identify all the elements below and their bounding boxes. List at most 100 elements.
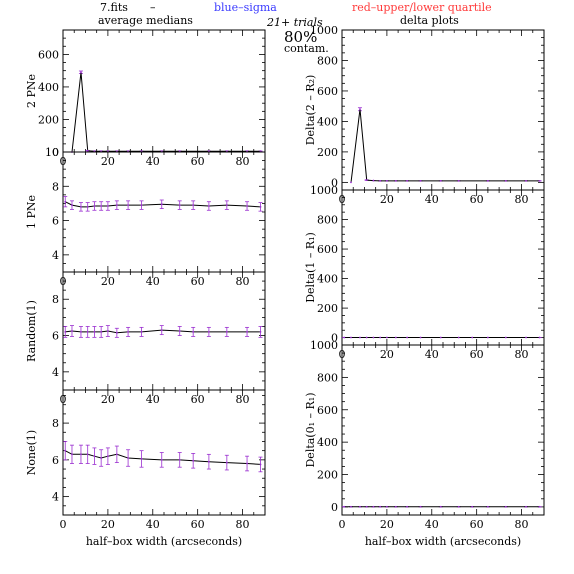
data-point bbox=[525, 179, 527, 182]
data-point bbox=[486, 179, 489, 182]
data-point bbox=[394, 505, 397, 508]
y-axis-label: 1 PNe bbox=[25, 195, 38, 229]
data-point bbox=[419, 179, 422, 182]
panel-p1pne: 0 20 40 60 80 4 6 8 10 1 PNe bbox=[25, 146, 266, 288]
x-tick-label: 40 bbox=[146, 155, 160, 168]
y-tick-label: 10 bbox=[45, 146, 59, 159]
contam-percent: 80% bbox=[284, 28, 317, 46]
data-point bbox=[259, 463, 262, 466]
data-point bbox=[93, 205, 96, 207]
data-point bbox=[406, 505, 408, 508]
data-point bbox=[178, 330, 181, 332]
x-tick-label: 60 bbox=[470, 348, 484, 361]
data-point bbox=[71, 453, 73, 456]
data-point bbox=[394, 336, 397, 339]
x-tick-label: 60 bbox=[191, 275, 205, 288]
blue-sigma-label: blue–sigma bbox=[214, 1, 277, 14]
y-tick-label: 6 bbox=[52, 454, 59, 467]
data-point bbox=[100, 457, 103, 459]
data-point bbox=[80, 331, 82, 333]
data-point bbox=[106, 330, 109, 332]
data-point bbox=[160, 329, 163, 331]
y-tick-label: 8 bbox=[52, 293, 59, 306]
x-tick-label: 80 bbox=[236, 393, 250, 406]
y-tick-label: 600 bbox=[38, 48, 59, 61]
data-point bbox=[225, 331, 228, 333]
y-tick-label: 8 bbox=[52, 180, 59, 193]
x-tick-label: 40 bbox=[425, 193, 439, 206]
data-point bbox=[457, 179, 460, 182]
data-point bbox=[419, 336, 422, 339]
data-point bbox=[127, 204, 129, 207]
plot-frame bbox=[62, 389, 266, 516]
data-point bbox=[359, 505, 361, 508]
y-tick-label: 400 bbox=[38, 81, 59, 94]
data-point bbox=[80, 71, 82, 74]
median-line bbox=[350, 109, 540, 183]
contam-label: contam. bbox=[284, 42, 329, 55]
y-tick-label: 600 bbox=[317, 404, 338, 417]
y-tick-label: 200 bbox=[317, 146, 338, 159]
x-tick-label: 80 bbox=[236, 155, 250, 168]
data-point bbox=[106, 455, 109, 458]
x-tick-label: 20 bbox=[101, 275, 115, 288]
plot-frame bbox=[341, 189, 545, 346]
y-tick-label: 600 bbox=[317, 243, 338, 256]
data-point bbox=[192, 331, 195, 333]
data-point bbox=[538, 336, 541, 339]
data-point bbox=[504, 336, 507, 339]
y-tick-label: 400 bbox=[317, 436, 338, 449]
x-tick-label: 20 bbox=[380, 348, 394, 361]
data-point bbox=[372, 336, 375, 339]
y-tick-label: 200 bbox=[317, 469, 338, 482]
y-axis-label: 2 PNe bbox=[25, 74, 38, 108]
data-point bbox=[379, 336, 382, 339]
data-point bbox=[115, 204, 118, 207]
data-point bbox=[106, 205, 109, 207]
y-tick-label: 6 bbox=[52, 215, 59, 228]
red-quartile-label: red–upper/lower quartile bbox=[352, 1, 492, 14]
median-line bbox=[71, 72, 261, 153]
data-point bbox=[457, 505, 460, 508]
y-tick-label: 0 bbox=[52, 146, 59, 159]
x-tick-label: 40 bbox=[425, 348, 439, 361]
file-label: 7.fits bbox=[100, 1, 128, 14]
data-point bbox=[259, 331, 262, 333]
data-point bbox=[525, 505, 527, 508]
data-point bbox=[71, 204, 73, 207]
y-tick-label: 600 bbox=[317, 85, 338, 98]
data-point bbox=[471, 336, 474, 339]
y-tick-label: 0 bbox=[331, 501, 338, 514]
y-tick-label: 8 bbox=[52, 417, 59, 430]
x-tick-label: 60 bbox=[191, 518, 205, 531]
data-point bbox=[359, 336, 361, 339]
data-point bbox=[178, 458, 181, 461]
trials-label: 21+ trials bbox=[266, 16, 323, 29]
data-point bbox=[525, 336, 527, 339]
data-point bbox=[100, 331, 103, 333]
data-point bbox=[350, 181, 352, 184]
data-point bbox=[64, 331, 67, 333]
x-tick-label: 40 bbox=[425, 518, 439, 531]
x-tick-label: 0 bbox=[60, 518, 67, 531]
y-tick-label: 200 bbox=[38, 113, 59, 126]
data-point bbox=[439, 505, 442, 508]
data-point bbox=[486, 505, 489, 508]
data-point bbox=[385, 336, 388, 339]
plot-frame bbox=[62, 151, 266, 273]
data-point bbox=[246, 331, 248, 333]
data-point bbox=[178, 204, 181, 207]
panel-pnone: 0 20 40 60 80 4 6 8 None(1) bbox=[25, 389, 266, 531]
data-point bbox=[86, 331, 89, 333]
y-tick-label: 400 bbox=[317, 273, 338, 286]
y-tick-label: 1000 bbox=[310, 339, 338, 352]
data-point bbox=[504, 505, 507, 508]
data-point bbox=[80, 453, 82, 456]
x-axis-label-left: half–box width (arcseconds) bbox=[86, 535, 242, 548]
data-point bbox=[365, 179, 368, 181]
